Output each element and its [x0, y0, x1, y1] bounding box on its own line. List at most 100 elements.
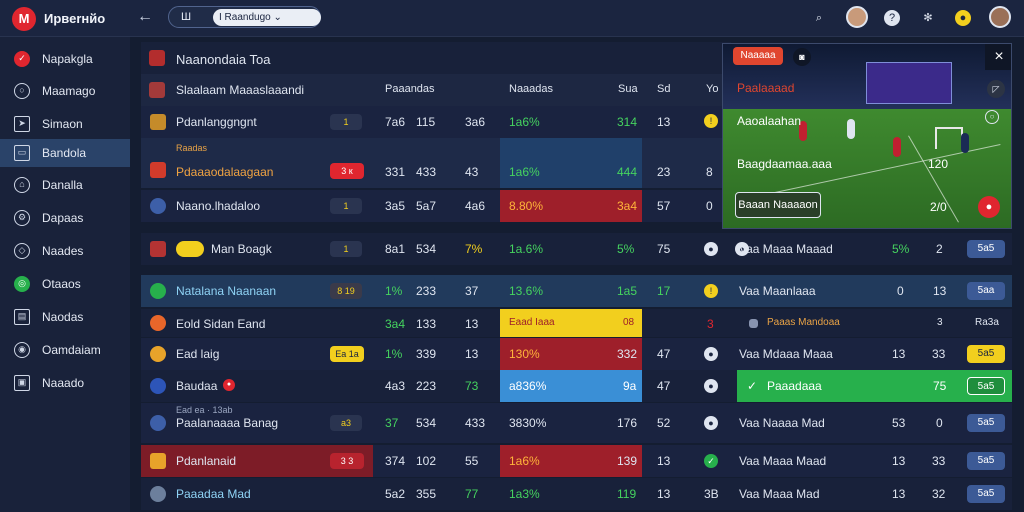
team-crest-icon: [150, 283, 166, 299]
header-col4[interactable]: Sd: [657, 83, 671, 95]
view-switcher[interactable]: Ш I Raandugo ⌄: [168, 6, 321, 28]
stadium-screen: [866, 62, 952, 104]
send-icon: ➤: [14, 116, 30, 132]
team-logo-icon: [176, 241, 204, 257]
player: [847, 119, 855, 139]
pct-cell-highlight: [500, 445, 642, 477]
team-crest-icon: [150, 415, 166, 431]
check-icon: ✓: [747, 379, 758, 393]
score-a: 120: [928, 157, 949, 171]
right-list-item[interactable]: Vaa Naaaa Mad 53 0 5a5: [725, 403, 1012, 443]
team-crest-icon: [150, 315, 166, 331]
player: [893, 137, 901, 157]
image-icon: ▣: [14, 375, 30, 391]
video-title: Paalaaaad: [737, 81, 795, 95]
video-caption-line: Baagdaamaa.aaa: [737, 157, 832, 171]
header-col2[interactable]: Naaadas: [509, 83, 554, 95]
status-icon: ●: [704, 242, 718, 256]
home-icon: ⌂: [14, 177, 30, 193]
close-icon[interactable]: ×: [985, 44, 1011, 70]
tab-right-select[interactable]: I Raandugo ⌄: [213, 9, 321, 26]
team-crest-icon: [150, 453, 166, 469]
status-icon: ●: [704, 379, 718, 393]
team-crest-icon: [150, 346, 166, 362]
settings-icon[interactable]: ✻: [923, 12, 933, 24]
header-col1[interactable]: Paaandas: [385, 83, 435, 95]
pct-cell-highlight: [500, 338, 642, 370]
tag-icon: ◇: [14, 243, 30, 259]
sidebar-item-7[interactable]: ◇ Naades: [0, 237, 130, 265]
header-crest-icon: [149, 82, 165, 98]
user-avatar[interactable]: [989, 6, 1011, 28]
video-subtitle: Aaoalaahan: [737, 114, 802, 128]
app-title: Ирвеrнйо: [44, 11, 106, 26]
inbox-icon: ▤: [14, 309, 30, 325]
right-list-item[interactable]: Vaa Maaa Maad 13 33 5a5: [725, 445, 1012, 477]
folder-icon: [749, 319, 758, 328]
right-list-item[interactable]: Vaa Maaa Mad 13 32 5a5: [725, 478, 1012, 510]
header-col3[interactable]: Sua: [618, 83, 638, 95]
status-icon: !: [704, 284, 718, 298]
team-crest-icon: [150, 162, 166, 178]
status-icon: ●: [735, 242, 749, 256]
top-bar: M Ирвеrнйо ← Ш I Raandugo ⌄ ⌕ ? ✻ ●: [0, 0, 1024, 37]
sidebar-item-1[interactable]: ✓ Napakgla: [0, 45, 130, 73]
table-title-row: Naanondaia Toa: [141, 42, 731, 74]
team-crest-icon: [150, 114, 166, 130]
team-crest-icon: [150, 486, 166, 502]
tab-left[interactable]: Ш: [181, 11, 192, 23]
avatar[interactable]: [846, 6, 868, 28]
sidebar-item-6[interactable]: ⚙ Dapaas: [0, 204, 130, 232]
status-icon: !: [704, 114, 718, 128]
table-title: Naanondaia Toa: [176, 52, 271, 67]
league-crest-icon: [149, 50, 165, 66]
pct-cell-highlight: [500, 370, 642, 402]
notification-icon[interactable]: ●: [955, 10, 971, 26]
globe-icon: ◎: [14, 276, 30, 292]
sidebar-item-2[interactable]: ○ Maamago: [0, 77, 130, 105]
expand-icon[interactable]: ◸: [987, 80, 1005, 98]
right-list-item-selected[interactable]: ✓ Paaadaaa 75 5a5: [737, 370, 1012, 402]
team-crest-icon: [150, 198, 166, 214]
alert-dot-icon: ●: [223, 379, 235, 391]
sidebar-item-11[interactable]: ▣ Naaado: [0, 369, 130, 397]
right-list-item[interactable]: Paaas Mandoaa 3 Ra3a: [725, 309, 1012, 337]
pct-cell-highlight: [500, 309, 642, 337]
sidebar-item-5[interactable]: ⌂ Danalla: [0, 171, 130, 199]
pitch: [723, 109, 1011, 228]
info-icon[interactable]: ○: [985, 110, 999, 124]
player: [799, 121, 807, 141]
header-col5[interactable]: Yo: [706, 83, 719, 95]
camera-icon[interactable]: ◙: [793, 48, 811, 66]
search-icon[interactable]: ⌕: [815, 12, 823, 24]
back-arrow-icon[interactable]: ←: [137, 8, 153, 25]
sidebar-item-3[interactable]: ➤ Simaon: [0, 110, 130, 138]
sidebar-item-8[interactable]: ◎ Otaaos: [0, 270, 130, 298]
status-icon: ●: [704, 347, 718, 361]
right-list-item[interactable]: ● Vaa Maaa Maaad 5% 2 5a5: [725, 233, 1012, 265]
live-video-panel[interactable]: Naaaaa ◙ × Paalaaaad Aaoalaahan Baagdaam…: [722, 43, 1012, 229]
right-list-item[interactable]: Vaa Maanlaaa 0 13 5aa: [725, 275, 1012, 307]
goal-post: [935, 127, 963, 149]
sidebar-item-4[interactable]: ▭ Bandola: [0, 139, 130, 167]
shield-icon: ✓: [14, 51, 30, 67]
record-icon[interactable]: ●: [978, 196, 1000, 218]
score-b: 2/0: [930, 200, 947, 214]
chat-icon: ▭: [14, 145, 30, 161]
right-list-item[interactable]: Vaa Mdaaa Maaa 13 33 5a5: [725, 338, 1012, 370]
app-logo: M: [12, 7, 36, 31]
player: [961, 133, 969, 153]
sidebar-item-10[interactable]: ◉ Oamdaiam: [0, 336, 130, 364]
header-team: Slaalaam Maaaslaaandi: [176, 83, 305, 97]
caption-button[interactable]: Baaan Naaaaon: [735, 192, 821, 218]
team-crest-icon: [150, 241, 166, 257]
settings-icon: ⚙: [14, 210, 30, 226]
help-icon[interactable]: ?: [884, 10, 900, 26]
pct-cell-highlight: [500, 138, 642, 188]
standings-table: Naanondaia Toa Slaalaam Maaaslaaandi Paa…: [130, 37, 1024, 512]
status-icon: ✓: [704, 454, 718, 468]
sidebar: ✓ Napakgla ○ Maamago ➤ Simaon ▭ Bandola ⌂ Dan…: [0, 37, 130, 512]
team-crest-icon: [150, 378, 166, 394]
sidebar-item-9[interactable]: ▤ Naodas: [0, 303, 130, 331]
status-icon: ●: [704, 416, 718, 430]
